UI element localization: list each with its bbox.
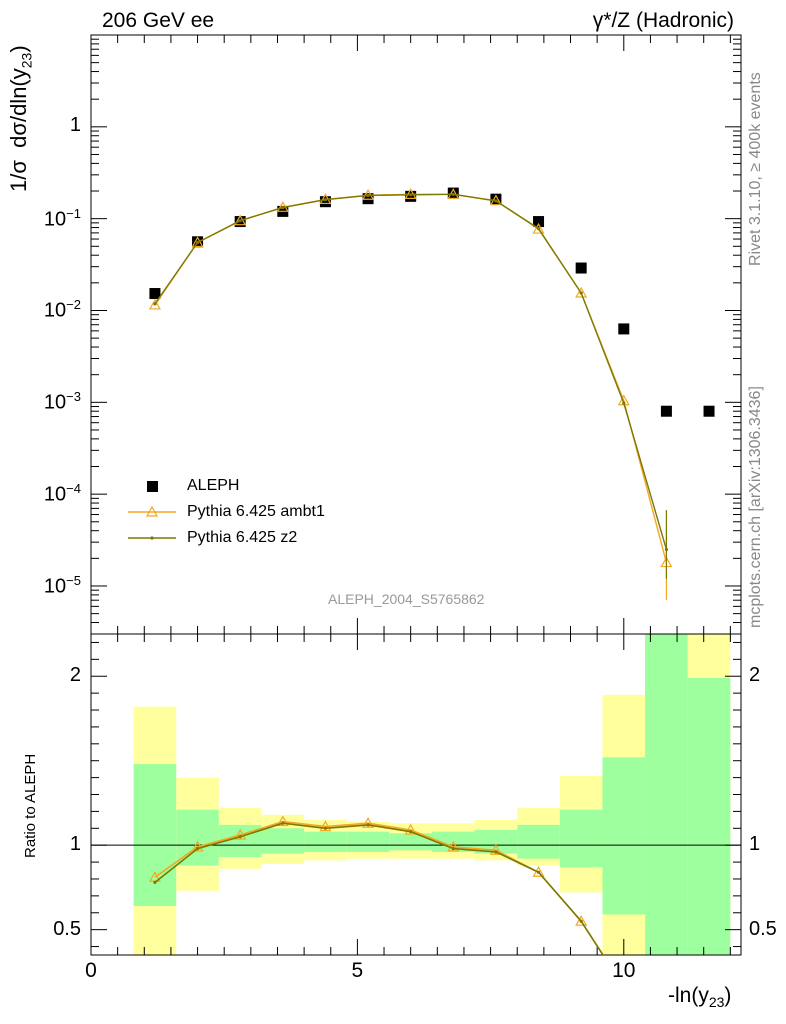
z2-point-4 (323, 198, 328, 202)
ratio-z2-point-10 (579, 919, 583, 923)
z2-point-9 (536, 226, 541, 231)
band-green-6 (389, 833, 432, 851)
xtick-label-2: 10 (612, 959, 636, 982)
band-green-5 (346, 831, 390, 852)
band-green-12 (645, 634, 688, 955)
ambt1-point-10 (575, 286, 588, 298)
main-panel-series (148, 187, 715, 601)
ratio-ambt1-point-7 (447, 840, 460, 852)
z2-point-6 (409, 193, 413, 197)
analysis-watermark: ALEPH_2004_S5765862 (328, 591, 485, 607)
legend-marker-ambt1 (145, 505, 159, 517)
main-y-axis-label: 1/σ dσ/dln(y23) (6, 45, 35, 192)
legend-markers (128, 481, 176, 540)
ratio-ambt1-point-4 (319, 820, 332, 832)
ratio-z2-point-8 (494, 850, 498, 854)
aleph-point-10 (575, 262, 587, 274)
aleph-point-8 (490, 193, 502, 205)
ratio-line-z2 (154, 822, 604, 955)
band-green-11 (602, 757, 646, 915)
legend-marker-aleph (147, 481, 158, 492)
ratio-z2-point-11 (622, 986, 625, 989)
z2-point-12 (664, 547, 669, 552)
band-green-9 (517, 824, 560, 859)
band-green-10 (559, 809, 603, 868)
ratio-ytick-label-0: 0.5 (53, 917, 81, 940)
aleph-point-0 (149, 288, 161, 300)
xtick-label-0: 0 (85, 959, 97, 982)
z2-point-0 (153, 302, 157, 306)
band-green-3 (261, 828, 305, 854)
z2-point-10 (579, 291, 583, 295)
ratio-ytick-label-right-2: 2 (749, 664, 761, 687)
ratio-ambt1-point-6 (404, 823, 417, 835)
ratio-z2-point-3 (281, 821, 285, 825)
z2-point-7 (451, 192, 455, 196)
main-line-z2 (154, 193, 668, 550)
aleph-point-12 (660, 405, 672, 417)
ambt1-point-6 (404, 188, 417, 199)
main-ytick-label-1: 10−4 (43, 481, 81, 506)
rivet-version-text: Rivet 3.1.10, ≥ 400k events (747, 72, 764, 266)
ratio-series-clipped (148, 815, 629, 991)
main-ytick-label-4: 10−1 (43, 205, 81, 231)
band-green-4 (304, 831, 347, 852)
z2-point-5 (366, 193, 370, 198)
ratio-ambt1-point-5 (362, 816, 375, 828)
aleph-point-9 (533, 216, 545, 228)
ratio-ambt1-point-11 (619, 982, 629, 991)
ratio-ambt1-point-1 (191, 840, 204, 852)
mcplots-reference-text: mcplots.cern.ch [arXiv:1306.3436] (747, 386, 764, 628)
ratio-z2-point-2 (238, 835, 242, 839)
legend-marker-z2 (150, 536, 154, 540)
ratio-z2-point-9 (536, 870, 541, 874)
ratio-z2-point-7 (451, 846, 455, 851)
ratio-panel-series (148, 815, 629, 991)
xtick-label-1: 5 (351, 959, 364, 982)
main-ytick-label-3: 10−2 (43, 297, 81, 323)
band-green-8 (474, 829, 518, 854)
ratio-z2-point-6 (409, 830, 413, 834)
ratio-uncertainty-bands (133, 634, 731, 955)
aleph-point-11 (618, 323, 630, 335)
aleph-point-13 (703, 405, 715, 417)
ratio-ambt1-point-8 (489, 844, 502, 855)
ratio-ytick-label-1: 1 (69, 833, 81, 856)
legend-entry-ambt1: Pythia 6.425 ambt1 (187, 503, 325, 520)
main-ytick-label-5: 1 (69, 113, 81, 136)
main-ytick-label-0: 10−5 (43, 572, 81, 598)
legend-entry-aleph: ALEPH (187, 477, 240, 494)
ratio-z2-point-0 (153, 880, 157, 884)
legend-entry-z2: Pythia 6.425 z2 (187, 529, 298, 546)
z2-point-11 (622, 401, 626, 405)
z2-point-1 (195, 240, 200, 245)
ratio-ambt1-point-10 (575, 914, 588, 926)
ratio-z2-point-1 (195, 846, 200, 851)
ambt1-point-9 (532, 222, 545, 234)
main-ytick-label-2: 10−3 (43, 389, 81, 414)
band-green-13 (687, 677, 731, 955)
ratio-z2-point-4 (323, 826, 328, 830)
ratio-y-axis-label: Ratio to ALEPH (22, 753, 39, 858)
z2-point-3 (281, 205, 285, 210)
ratio-z2-point-5 (366, 823, 370, 827)
ratio-ytick-label-2: 2 (69, 664, 81, 687)
band-green-0 (133, 764, 177, 907)
aleph-point-4 (319, 196, 331, 208)
ratio-ambt1-point-2 (234, 828, 247, 840)
x-axis-label: -ln(y23) (668, 984, 732, 1011)
ratio-ytick-label-right-0: 0.5 (749, 917, 777, 940)
ambt1-point-0 (148, 298, 161, 310)
header-right-label: γ*/Z (Hadronic) (592, 9, 734, 32)
ratio-ambt1-point-3 (276, 815, 289, 827)
header-left-label: 206 GeV ee (102, 9, 215, 32)
z2-point-8 (494, 199, 498, 203)
z2-point-2 (238, 219, 242, 223)
ratio-ytick-label-right-1: 1 (749, 833, 761, 856)
